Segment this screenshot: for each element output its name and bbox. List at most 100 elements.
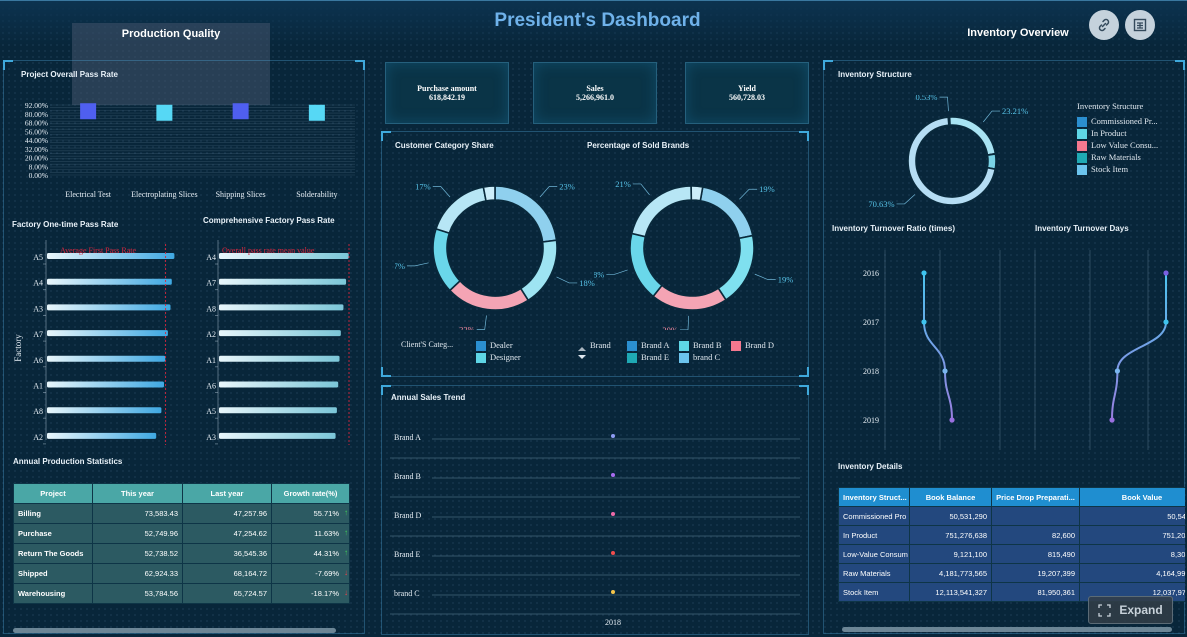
brand-legend-toggle[interactable] — [577, 346, 587, 365]
bar — [156, 104, 173, 121]
annual-stats-title: Annual Production Statistics — [13, 457, 123, 466]
slice-label: 23% — [559, 181, 575, 191]
brand-donut: 19% 19% 20% 18% 21% — [594, 179, 793, 330]
legend-item[interactable]: Dealer — [476, 340, 513, 352]
legend-item[interactable]: Brand B — [679, 340, 722, 352]
layout-button[interactable] — [1125, 10, 1155, 40]
trend-line — [923, 273, 953, 421]
table-row: Raw Materials 4,181,773,565 19,207,399 4,16… — [838, 563, 1185, 583]
legend-swatch — [1077, 117, 1087, 128]
bar — [47, 253, 175, 259]
turnover-days-title: Inventory Turnover Days — [1035, 224, 1129, 233]
legend-swatch — [731, 341, 741, 352]
arrow-up-icon: ↑ — [344, 508, 348, 517]
cell-project: Shipped — [13, 563, 93, 584]
label-leader — [606, 269, 628, 275]
label-leader — [476, 315, 487, 330]
cell-project: Purchase — [13, 523, 93, 544]
inventory-structure-title: Inventory Structure — [838, 70, 912, 79]
cell-project: Billing — [13, 503, 93, 524]
right-scrollbar[interactable] — [842, 627, 1172, 632]
data-point — [1109, 417, 1115, 423]
legend-item[interactable]: Designer — [476, 352, 521, 364]
legend-item[interactable]: brand C — [679, 352, 720, 364]
arrow-up-icon: ↑ — [344, 548, 348, 557]
slice — [652, 284, 728, 311]
cell-this-year: 73,583.43 — [92, 503, 183, 524]
bar — [80, 103, 97, 120]
data-point — [611, 551, 615, 555]
y-tick-label: A5 — [206, 407, 216, 416]
legend-item[interactable]: In Product — [1077, 128, 1127, 140]
kpi-card: Yield 560,728.03 — [685, 62, 809, 124]
table-cell: 815,490 — [991, 544, 1080, 564]
legend-label: Brand B — [693, 340, 722, 350]
tab-production-quality[interactable]: Production Quality — [72, 23, 270, 105]
label-leader — [406, 262, 429, 267]
annual-stats-table: Project This year Last year Growth rate(… — [13, 483, 350, 604]
slice-label: 70.63% — [868, 199, 894, 209]
slice-label: 19% — [759, 184, 775, 194]
expand-button[interactable]: Expand — [1088, 596, 1173, 624]
slice-label: 18% — [579, 278, 595, 288]
inventory-details-wrapper: Inventory Struct... Book Balance Price D… — [838, 487, 1185, 602]
growth-value: 55.71% — [313, 509, 339, 518]
slice — [432, 227, 462, 292]
legend-item[interactable]: Raw Materials — [1077, 152, 1141, 164]
y-tick-label: 0.00% — [29, 171, 48, 180]
table-cell: 8,305,61 — [1079, 544, 1185, 564]
legend-swatch — [1077, 153, 1087, 164]
cell-last-year: 47,257.96 — [182, 503, 272, 524]
inventory-details-table: Inventory Struct... Book Balance Price D… — [838, 487, 1185, 602]
legend-label: Designer — [490, 352, 521, 362]
legend-label: Brand E — [641, 352, 670, 362]
data-point — [1163, 270, 1169, 276]
slice-label: 21% — [615, 179, 631, 189]
slice-label: 18% — [594, 269, 604, 279]
right-panel — [823, 60, 1185, 634]
legend-item[interactable]: Stock Item — [1077, 164, 1128, 176]
legend-item[interactable]: Low Value Consu... — [1077, 140, 1158, 152]
cell-last-year: 65,724.57 — [182, 583, 272, 604]
legend-item[interactable]: Commissioned Pr... — [1077, 116, 1158, 128]
label-leader — [739, 188, 758, 200]
table-row: Warehousing 53,784.56 65,724.57 -18.17% ↓ — [13, 583, 350, 604]
cell-growth: -18.17% ↓ — [271, 583, 350, 604]
y-tick-label: 32.00% — [25, 145, 48, 154]
table-row: Return The Goods 52,738.52 36,545.36 44.31%… — [13, 543, 350, 564]
left-scrollbar[interactable] — [13, 628, 336, 633]
inventory-structure-donut: 0.53% 23.21% 70.63% — [868, 95, 1028, 209]
trend-line — [1111, 273, 1167, 421]
link-button[interactable] — [1089, 10, 1119, 40]
arrow-down-icon: ↓ — [344, 568, 348, 577]
legend-item[interactable]: Brand A — [627, 340, 670, 352]
y-tick-label: A8 — [33, 407, 43, 416]
table-row: Billing 73,583.43 47,257.96 55.71% ↑ — [13, 503, 350, 524]
page-title: President's Dashboard — [494, 10, 701, 31]
y-tick-label: 44.00% — [25, 136, 48, 145]
data-point — [1114, 368, 1120, 374]
table-cell: 751,276,638 — [909, 525, 992, 545]
customer-share-title: Customer Category Share — [395, 141, 494, 150]
y-tick-label: A8 — [206, 304, 216, 313]
table-cell: In Product — [838, 525, 910, 545]
data-point — [611, 434, 615, 438]
slice — [482, 185, 496, 202]
arrow-down-icon: ↓ — [344, 588, 348, 597]
tab-inventory-overview[interactable]: Inventory Overview — [967, 27, 1069, 39]
table-row: Purchase 52,749.96 47,254.62 11.63% ↑ — [13, 523, 350, 544]
cell-project: Warehousing — [13, 583, 93, 604]
legend-item[interactable]: Brand E — [627, 352, 670, 364]
tab-production-quality-label: Production Quality — [121, 28, 221, 40]
x-tick-label: 2018 — [605, 618, 621, 627]
average-annotation: Overall pass rate mean value — [222, 246, 315, 255]
legend-item[interactable]: Brand D — [731, 340, 774, 352]
cell-this-year: 53,784.56 — [92, 583, 183, 604]
bar — [47, 432, 157, 439]
link-icon — [1098, 18, 1110, 32]
y-tick-label: 2018 — [863, 367, 879, 376]
bar — [308, 104, 325, 121]
kpi-value: 5,266,961.0 — [576, 93, 614, 102]
